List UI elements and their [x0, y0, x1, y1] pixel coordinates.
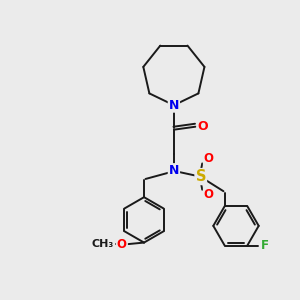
Text: O: O — [117, 238, 127, 250]
Text: O: O — [204, 188, 214, 201]
Text: O: O — [204, 152, 214, 165]
Text: O: O — [197, 120, 208, 133]
Text: F: F — [261, 239, 269, 252]
Text: CH₃: CH₃ — [92, 239, 114, 249]
Text: N: N — [169, 164, 179, 177]
Text: N: N — [169, 99, 179, 112]
Text: S: S — [196, 169, 206, 184]
